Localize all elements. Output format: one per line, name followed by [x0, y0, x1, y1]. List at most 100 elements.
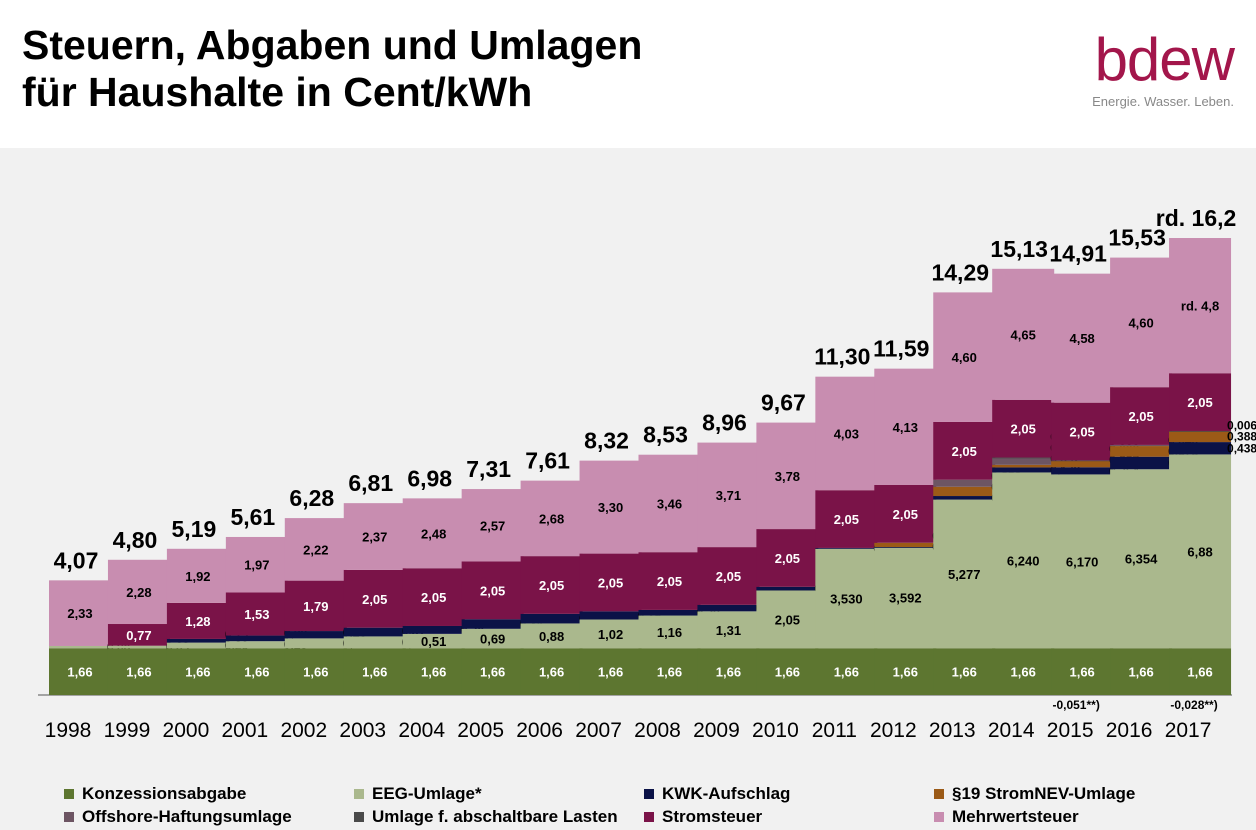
data-label: 4,03: [834, 426, 859, 441]
legend-swatch: [644, 789, 654, 799]
data-label: 4,58: [1069, 331, 1094, 346]
data-label: 2,57: [480, 518, 505, 533]
bar-segment: [756, 586, 819, 591]
data-label: 1,92: [185, 569, 210, 584]
bar-segment: [815, 490, 878, 548]
total-label: 4,80: [113, 527, 158, 553]
legend-label: KWK-Aufschlag: [662, 784, 791, 803]
data-label: 1,66: [126, 665, 151, 680]
data-label: 2,22: [303, 542, 328, 557]
bar-segment: [992, 399, 1055, 458]
data-label: 2,48: [421, 526, 446, 541]
total-label: 7,31: [466, 456, 511, 482]
bar-segment: [461, 619, 524, 629]
data-label: 2,05: [1187, 395, 1212, 410]
data-label: 0,51: [421, 634, 446, 649]
bar-segment: [1169, 373, 1232, 431]
bar-segment: [402, 568, 465, 626]
x-tick-label: 1999: [104, 719, 151, 742]
data-label: 2,05: [657, 574, 682, 589]
legend-swatch: [354, 812, 364, 822]
bar-segment: [756, 529, 819, 587]
bar-segment: [1051, 648, 1114, 695]
bar-segment: [107, 645, 170, 649]
bar-segment: [992, 457, 1055, 459]
bar-segment: [166, 638, 229, 643]
bar-segment: [992, 457, 1055, 465]
bar-segment: [697, 442, 760, 548]
bar-segment: [1051, 460, 1114, 468]
bar-segment: [49, 580, 111, 646]
bar-segment: [1110, 444, 1173, 447]
bar-segment: [1051, 460, 1114, 462]
legend-item: Mehrwertsteuer: [934, 807, 1079, 827]
bar-segment: [579, 460, 642, 554]
legend-item: KWK-Aufschlag: [644, 784, 790, 804]
bar-segment: [874, 648, 937, 695]
bar-segment: [1110, 446, 1173, 457]
bar-segment: [520, 556, 583, 614]
x-tick-label: 2009: [693, 719, 740, 742]
data-label: 0,77: [126, 628, 151, 643]
data-label: 3,530: [830, 592, 863, 607]
bar-segment: [1110, 257, 1173, 388]
data-label: 2,68: [539, 511, 564, 526]
data-label: 3,78: [775, 469, 800, 484]
total-label: 4,07: [54, 547, 99, 573]
x-tick-label: 2007: [575, 719, 622, 742]
data-label: 2,05: [716, 569, 741, 584]
bar-segment: [697, 648, 760, 695]
bar-segment: [284, 518, 347, 581]
x-tick-label: 2001: [221, 719, 268, 742]
bar-segment: [815, 547, 878, 549]
bar-segment: [225, 592, 288, 636]
bar-segment: [992, 464, 1055, 468]
legend-item: §19 StromNEV-Umlage: [934, 784, 1135, 804]
bar-segment: [1110, 469, 1173, 649]
legend-label: EEG-Umlage*: [372, 784, 482, 803]
bar-segment: [992, 648, 1055, 695]
total-label: 15,13: [990, 236, 1048, 262]
total-label: 9,67: [761, 390, 806, 416]
bar-segment: [225, 641, 288, 649]
bar-segment: [402, 625, 465, 634]
bar-segment: [874, 547, 937, 649]
bar-segment: [520, 613, 583, 624]
bar-segment: [579, 619, 642, 649]
bar-segment: [225, 536, 288, 593]
data-label: 2,05: [952, 444, 977, 459]
x-tick-label: 2017: [1165, 719, 1212, 742]
bar-segment: [520, 623, 583, 649]
data-label: 2,05: [1069, 425, 1094, 440]
small-data-label: 0,438***: [1227, 441, 1256, 455]
title-line-1: Steuern, Abgaben und Umlagen: [22, 22, 643, 68]
data-label: 1,66: [480, 665, 505, 680]
bar-segment: [461, 489, 524, 562]
total-label: 11,30: [814, 344, 870, 370]
x-tick-label: 2003: [339, 719, 386, 742]
bar-segment: [1110, 456, 1173, 470]
bar-segment: [225, 648, 288, 695]
chart-legend: Konzessionsabgabe EEG-Umlage* KWK-Aufschla…: [0, 783, 1256, 830]
x-tick-label: 2008: [634, 719, 681, 742]
bar-segment: [874, 368, 937, 485]
data-label: 2,05: [598, 575, 623, 590]
data-label: 1,66: [1011, 665, 1036, 680]
legend-swatch: [644, 812, 654, 822]
bar-segment: [638, 454, 701, 553]
bar-segment: [815, 376, 878, 491]
total-label: 6,98: [407, 465, 452, 491]
data-label: 2,05: [775, 612, 800, 627]
page-title: Steuern, Abgaben und Umlagen für Haushal…: [22, 22, 642, 116]
x-tick-label: 2004: [398, 719, 445, 742]
bar-segment: [284, 638, 347, 649]
data-label: 2,05: [893, 507, 918, 522]
bar-segment: [638, 609, 701, 616]
legend-item: Umlage f. abschaltbare Lasten: [354, 807, 618, 827]
data-label: 4,13: [893, 420, 918, 435]
legend-item: Offshore-Haftungsumlage: [64, 807, 292, 827]
x-tick-label: 2010: [752, 719, 799, 742]
data-label: 6,88: [1187, 544, 1212, 559]
data-label: 3,592: [889, 591, 922, 606]
data-label: 6,240: [1007, 553, 1040, 568]
